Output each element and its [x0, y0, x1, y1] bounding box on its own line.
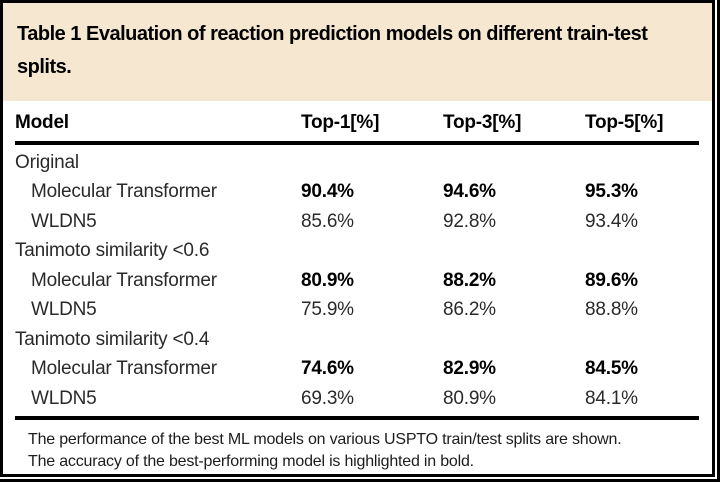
footnote-line-2: The accuracy of the best-performing mode…: [28, 452, 474, 470]
model-cell: Molecular Transformer: [31, 181, 217, 203]
model-cell: WLDN5: [31, 299, 97, 321]
value-cell: 75.9%: [301, 299, 354, 321]
footnote: The performance of the best ML models on…: [15, 420, 699, 473]
group-label-row: Tanimoto similarity <0.4: [15, 325, 699, 355]
value-cell: 93.4%: [585, 210, 638, 232]
value-cell: 74.6%: [301, 358, 354, 380]
title-band: Table 1 Evaluation of reaction predictio…: [3, 3, 712, 101]
table-area: Model Top-1[%] Top-3[%] Top-5[%] Origina…: [3, 101, 712, 473]
model-data-row: Molecular Transformer 80.9% 88.2% 89.6%: [15, 266, 699, 296]
group-label-row: Tanimoto similarity <0.6: [15, 237, 699, 267]
value-cell: 94.6%: [443, 181, 496, 203]
header-top-5: Top-5[%]: [585, 112, 664, 133]
model-cell: Tanimoto similarity <0.6: [15, 240, 210, 262]
value-cell: 86.2%: [443, 299, 496, 321]
model-data-row: WLDN5 75.9% 86.2% 88.8%: [15, 296, 699, 326]
value-cell: 84.1%: [585, 387, 638, 409]
model-cell: WLDN5: [31, 210, 97, 232]
value-cell: 80.9%: [301, 269, 354, 291]
value-cell: 84.5%: [585, 358, 638, 380]
model-cell: Molecular Transformer: [31, 269, 217, 291]
model-cell: WLDN5: [31, 387, 97, 409]
value-cell: 90.4%: [301, 181, 354, 203]
table-header-row: Model Top-1[%] Top-3[%] Top-5[%]: [15, 101, 699, 145]
model-cell: Molecular Transformer: [31, 358, 217, 380]
model-cell: Tanimoto similarity <0.4: [15, 328, 210, 350]
value-cell: 82.9%: [443, 358, 496, 380]
model-data-row: WLDN5 69.3% 80.9% 84.1%: [15, 384, 699, 414]
table-rows: Original Molecular Transformer 90.4% 94.6% 9…: [15, 145, 699, 420]
model-data-row: WLDN5 85.6% 92.8% 93.4%: [15, 207, 699, 237]
model-data-row: Molecular Transformer 74.6% 82.9% 84.5%: [15, 355, 699, 385]
header-model: Model: [15, 112, 69, 133]
footnote-line-1: The performance of the best ML models on…: [28, 430, 622, 448]
value-cell: 85.6%: [301, 210, 354, 232]
model-cell: Original: [15, 151, 79, 173]
value-cell: 95.3%: [585, 181, 638, 203]
header-top-1: Top-1[%]: [301, 112, 380, 133]
value-cell: 88.8%: [585, 299, 638, 321]
table-title: Table 1 Evaluation of reaction predictio…: [17, 23, 648, 78]
model-data-row: Molecular Transformer 90.4% 94.6% 95.3%: [15, 178, 699, 208]
value-cell: 89.6%: [585, 269, 638, 291]
group-label-row: Original: [15, 148, 699, 178]
value-cell: 88.2%: [443, 269, 496, 291]
value-cell: 92.8%: [443, 210, 496, 232]
value-cell: 69.3%: [301, 387, 354, 409]
header-top-3: Top-3[%]: [443, 112, 522, 133]
value-cell: 80.9%: [443, 387, 496, 409]
